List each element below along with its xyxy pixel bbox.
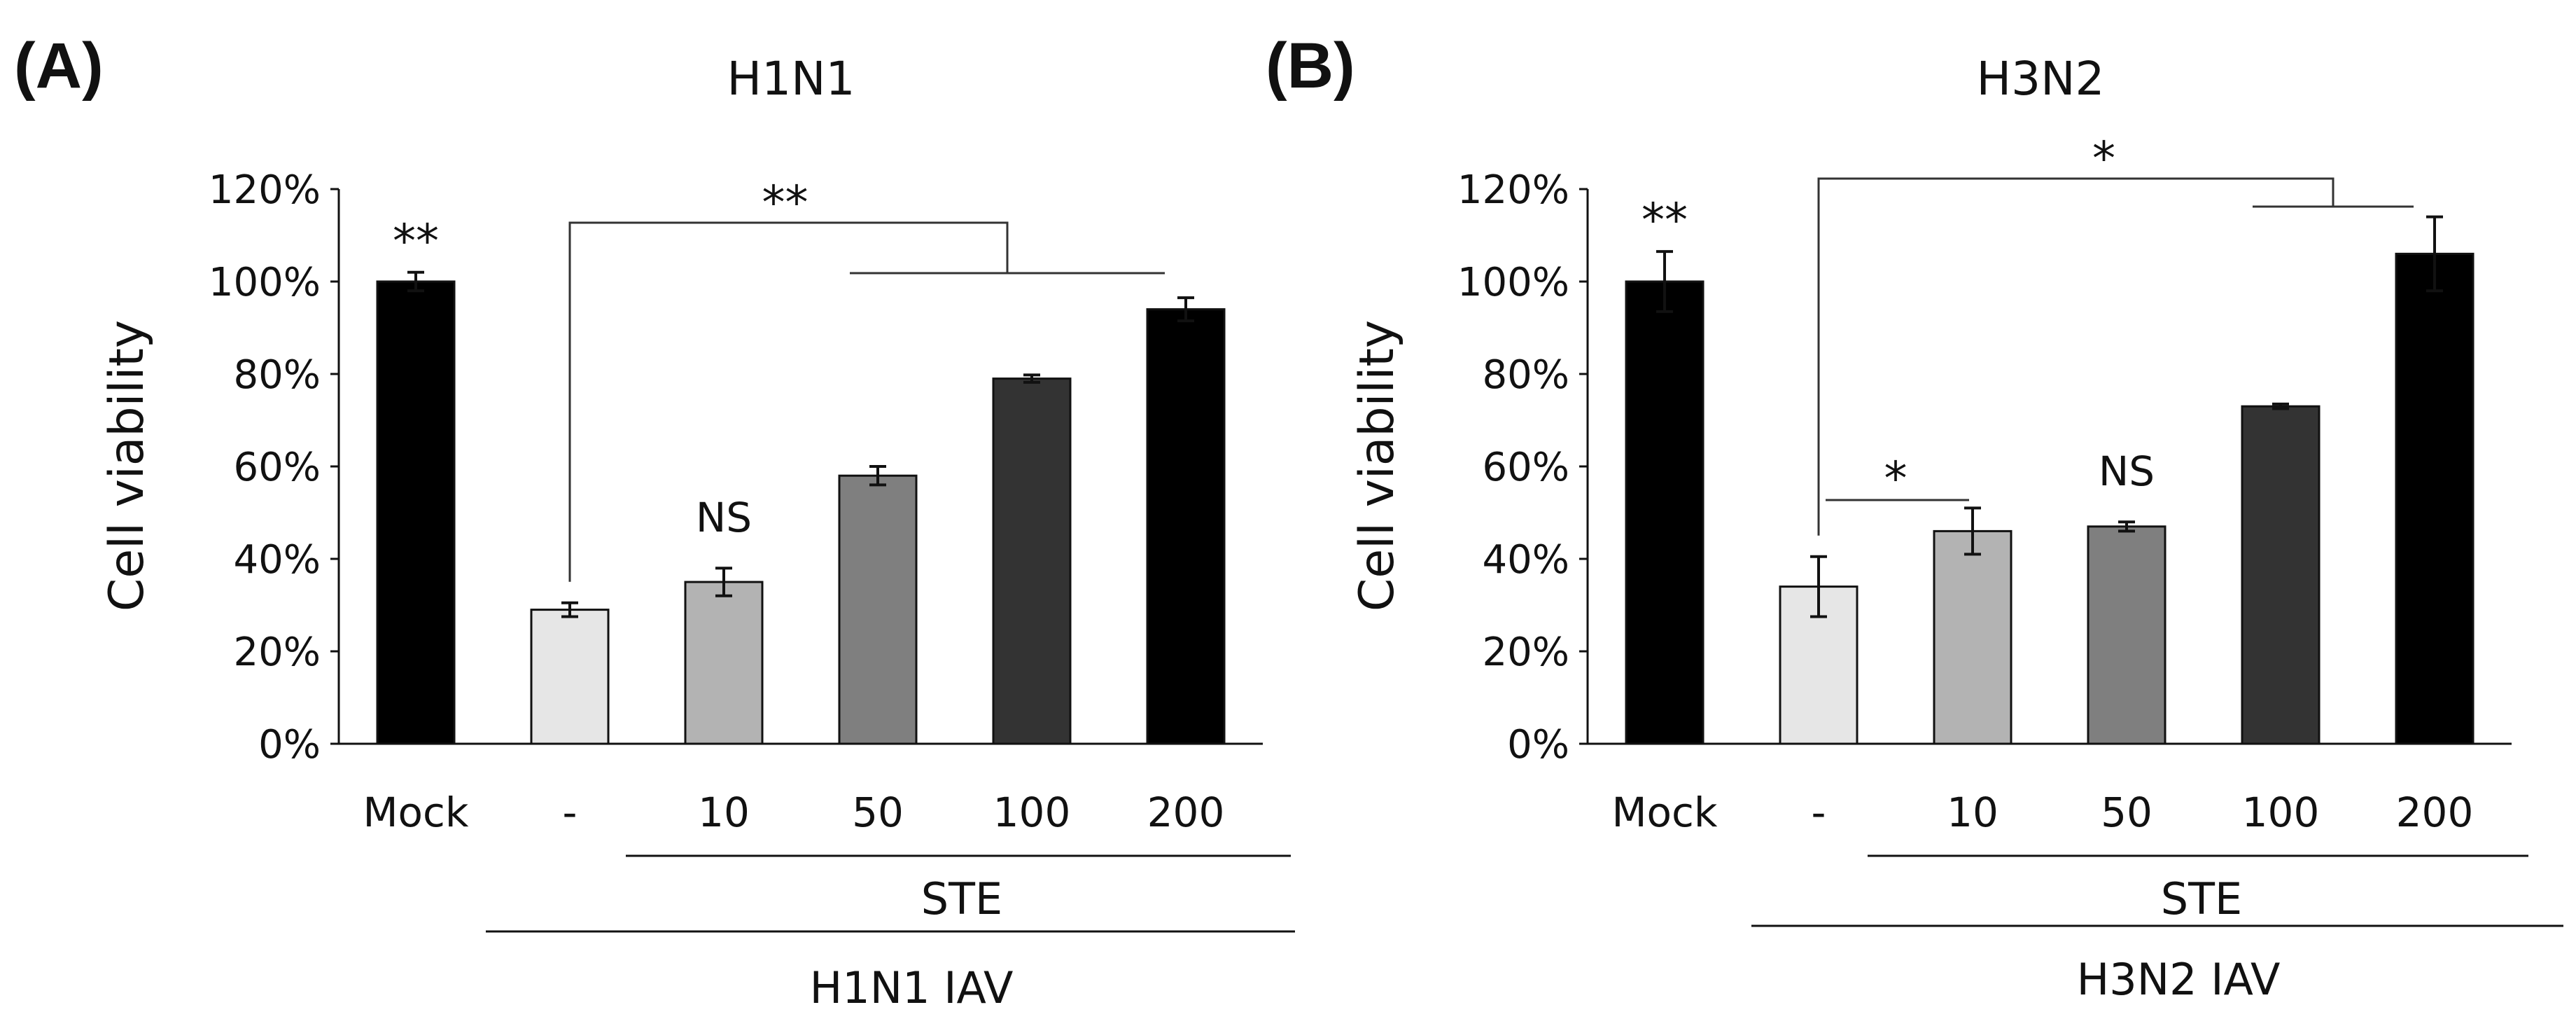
significance-label: NS [2099, 448, 2155, 495]
bar [2395, 252, 2474, 745]
significance-bracket [568, 221, 1009, 582]
group-label-ste: STE [2161, 873, 2242, 924]
x-tick-label: 10 [698, 789, 750, 836]
bar [1146, 308, 1226, 745]
y-tick-label: 80% [234, 352, 321, 398]
y-tick-label: 120% [1457, 167, 1569, 213]
bar [838, 474, 918, 745]
bar [992, 377, 1072, 745]
bar [1625, 280, 1704, 745]
significance-label: * [2092, 132, 2115, 186]
y-tick-label: 100% [1457, 260, 1569, 305]
x-tick-label: 200 [2396, 789, 2474, 836]
x-tick-label: 10 [1947, 789, 1998, 836]
bar [684, 581, 764, 745]
x-tick-label: Mock [1611, 789, 1717, 836]
x-tick-label: 100 [993, 789, 1071, 836]
bar [2241, 405, 2320, 745]
x-tick-label: 50 [2101, 789, 2152, 836]
bar [376, 280, 456, 745]
y-tick-label: 60% [234, 445, 321, 490]
panel-label: (B) [1266, 30, 1355, 102]
x-tick-label: Mock [363, 789, 468, 836]
bar [2087, 525, 2166, 745]
x-tick-label: 50 [852, 789, 904, 836]
bar [530, 609, 610, 745]
significance-bracket [1817, 177, 2334, 536]
significance-label: * [1884, 452, 1907, 506]
significance-label: NS [696, 494, 752, 541]
y-axis-label: Cell viability [1350, 320, 1405, 611]
bar [1933, 529, 2012, 745]
y-tick-label: 100% [209, 260, 321, 305]
y-tick-label: 40% [1483, 537, 1569, 583]
x-tick-label: - [563, 789, 578, 836]
significance-label: ** [393, 214, 439, 268]
y-axis-label: Cell viability [99, 320, 155, 611]
x-tick-label: 200 [1147, 789, 1225, 836]
y-tick-label: 20% [1483, 630, 1569, 675]
panel-b: (B) H3N2 Cell viability 0% 20% 40% 60% 80% 10… [1266, 30, 2563, 1005]
y-tick-label: 0% [1507, 722, 1569, 768]
chart-title: H1N1 [727, 52, 855, 106]
y-tick-label: 20% [234, 630, 321, 675]
y-tick-label: 120% [209, 167, 321, 213]
x-tick-label: 100 [2242, 789, 2320, 836]
y-tick-label: 0% [258, 722, 321, 768]
x-tick-label: - [1812, 789, 1826, 836]
group-label-iav: H3N2 IAV [2077, 954, 2281, 1005]
group-label-iav: H1N1 IAV [810, 962, 1014, 1013]
panel-a: (A) H1N1 Cell viability 0% 20% 40% 60% 80% 10… [14, 30, 1295, 1013]
panel-label: (A) [14, 30, 104, 102]
significance-label: ** [762, 176, 808, 230]
group-label-ste: STE [921, 873, 1002, 924]
chart-title: H3N2 [1977, 52, 2105, 106]
y-tick-label: 80% [1483, 352, 1569, 398]
y-tick-label: 60% [1483, 445, 1569, 490]
y-tick-label: 40% [234, 537, 321, 583]
significance-label: ** [1642, 193, 1688, 247]
